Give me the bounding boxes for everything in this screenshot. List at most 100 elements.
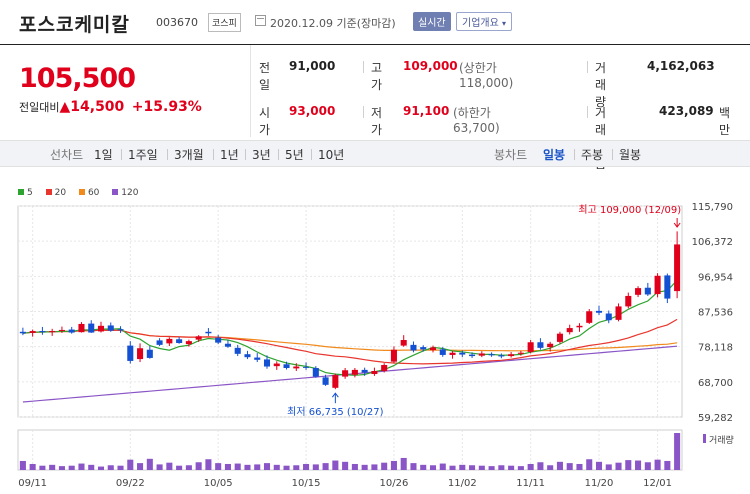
candle-body (576, 325, 583, 328)
volume-bar (381, 462, 388, 470)
volume-bar (664, 460, 671, 470)
price-change: 전일대비▲14,500 +15.93% (19, 99, 202, 115)
tab-monthly[interactable]: 월봉 (619, 148, 642, 162)
candle-body (449, 352, 456, 355)
volume-bar (224, 463, 231, 470)
high-annotation: 최고 109,000 (12/09) (578, 204, 681, 216)
stats-grid: 전일 91,000 고가 109,000 (상한가 118,000) 거래량 4… (250, 45, 750, 171)
candle-body (420, 347, 427, 350)
legend-ma60: 60 (78, 188, 99, 198)
candle-body (674, 244, 681, 292)
volume-bar (429, 465, 437, 470)
candle-body (88, 323, 95, 333)
volume-bar (39, 465, 46, 470)
tab-1y[interactable]: 1년 (220, 148, 239, 162)
candle-body (176, 339, 183, 343)
candle-body (49, 331, 56, 333)
tab-3y[interactable]: 3년 (252, 148, 271, 162)
stat-label: 거래량 (595, 61, 607, 109)
tab-10y[interactable]: 10년 (318, 148, 345, 162)
volume-bar (156, 464, 163, 470)
candle-body (107, 325, 114, 331)
y-tick-label: 68,700 (698, 378, 733, 389)
candle-body (234, 347, 241, 354)
volume-bar (586, 459, 593, 470)
candle-body (371, 371, 378, 374)
volume-label: 거래량 (709, 434, 734, 446)
candle-body (498, 355, 505, 357)
volume-bar (215, 463, 222, 470)
candle-body (508, 354, 515, 357)
volume-bar (351, 463, 358, 470)
volume-bar (439, 463, 446, 470)
base-date: 2020.12.09 기준(장마감) (270, 17, 396, 30)
volume-bar (332, 460, 339, 470)
volume-bar (537, 462, 544, 470)
volume-bar (117, 465, 124, 470)
ma5-line (22, 279, 678, 376)
tab-1w[interactable]: 1주일 (128, 148, 158, 162)
volume-bar (342, 461, 349, 470)
candle-body (410, 344, 417, 351)
volume-bar (390, 460, 397, 470)
stat-label: 저가 (371, 106, 383, 137)
market-badge: 코스피 (208, 13, 241, 32)
ma20-line (22, 318, 678, 365)
tab-5y[interactable]: 5년 (285, 148, 304, 162)
x-tick-label: 11/11 (516, 478, 545, 489)
volume-bar (556, 461, 563, 470)
candle-body (322, 377, 329, 385)
volume-bar (595, 461, 603, 470)
volume-bar (176, 465, 183, 470)
change-label: 전일대비 (19, 101, 60, 114)
volume-bar (293, 465, 300, 470)
candle-body (293, 366, 300, 369)
tab-1d[interactable]: 1일 (94, 148, 113, 162)
volume-panel (17, 429, 683, 471)
candle-body (137, 348, 144, 360)
candle-body (19, 331, 26, 334)
chevron-down-icon: ▾ (502, 19, 507, 28)
low-annotation: 최저 66,735 (10/27) (287, 406, 383, 418)
candle-body (195, 336, 202, 340)
y-tick-label: 87,536 (698, 308, 733, 319)
volume-bar (322, 463, 329, 470)
realtime-button[interactable]: 실시간 (413, 12, 451, 31)
candle-body (97, 325, 105, 332)
divider (363, 106, 364, 118)
volume-bar (488, 466, 495, 470)
volume-bar (127, 459, 134, 470)
legend-ma5-label: 5 (27, 188, 33, 198)
volume-bar (254, 464, 261, 470)
candle-body (400, 340, 407, 346)
candle-body (58, 329, 65, 331)
candle-body (625, 295, 632, 307)
candle-body (68, 329, 75, 333)
legend-ma20-label: 20 (54, 188, 67, 198)
candle-body (361, 369, 368, 373)
volume-bar (185, 465, 192, 470)
stat-label: 전일 (259, 61, 271, 92)
candle-body (429, 347, 437, 351)
company-overview-button[interactable]: 기업개요 ▾ (456, 12, 513, 31)
x-tick-label: 09/11 (18, 478, 47, 489)
volume-bar (234, 463, 241, 470)
tab-3m[interactable]: 3개월 (174, 148, 204, 162)
high-arrow-head (673, 222, 681, 228)
chart-legend: 5 20 60 120 (18, 188, 148, 198)
y-tick-label: 106,372 (692, 237, 733, 248)
lower-limit: (하한가 63,700) (453, 106, 500, 135)
tab-weekly[interactable]: 주봉 (581, 148, 604, 162)
change-amount: 14,500 (70, 99, 125, 115)
calendar-icon (255, 15, 266, 26)
volume-bar (459, 464, 466, 470)
y-tick-label: 96,954 (698, 272, 733, 283)
volume-bar (605, 464, 612, 470)
tab-daily[interactable]: 일봉 (543, 148, 566, 162)
volume-bar (273, 464, 280, 470)
candle-body (303, 366, 310, 368)
volume-bar (420, 464, 427, 470)
x-tick-label: 09/22 (116, 478, 145, 489)
volume-bar (371, 464, 378, 470)
